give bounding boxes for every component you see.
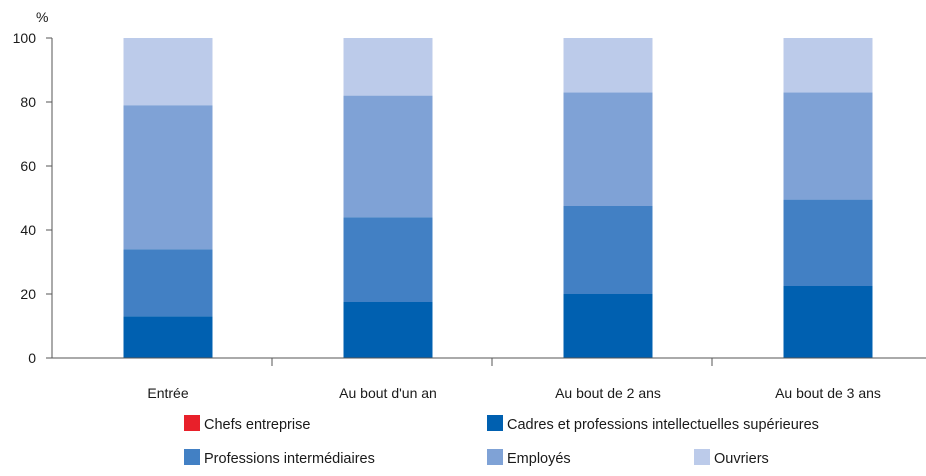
legend-label: Ouvriers xyxy=(714,451,769,467)
bar-segment-2-2 xyxy=(563,206,653,294)
bar-segment-0-1 xyxy=(123,316,213,358)
legend-label: Professions intermédiaires xyxy=(204,451,375,467)
bar-segment-0-4 xyxy=(123,38,213,106)
bar-segment-3-3 xyxy=(783,92,873,200)
bar-segment-0-3 xyxy=(123,105,213,250)
legend-item: Employés xyxy=(487,449,571,467)
legend-swatch xyxy=(487,449,503,465)
axes-group: Entrée Au bout d'un an Au bout de 2 ans Au … xyxy=(13,30,926,401)
y-tick-label: 40 xyxy=(20,222,36,238)
bar-segment-2-3 xyxy=(563,92,653,206)
legend-label: Employés xyxy=(507,451,571,467)
y-tick-label: 60 xyxy=(20,158,36,174)
legend-swatch xyxy=(184,449,200,465)
bar-segment-2-4 xyxy=(563,38,653,93)
x-tick-label: Au bout de 2 ans xyxy=(555,385,661,401)
legend-label: Cadres et professions intellectuelles su… xyxy=(507,417,819,433)
x-tick-label: Au bout de 3 ans xyxy=(775,385,881,401)
bar-segment-1-2 xyxy=(343,217,433,302)
bar-segment-2-1 xyxy=(563,294,653,358)
bar-segment-1-3 xyxy=(343,95,433,218)
y-tick-label: 100 xyxy=(13,30,37,46)
bar-segment-1-1 xyxy=(343,302,433,358)
x-tick-label: Au bout d'un an xyxy=(339,385,437,401)
bar-segment-3-1 xyxy=(783,286,873,358)
y-tick-label: 80 xyxy=(20,94,36,110)
legend-item: Ouvriers xyxy=(694,449,769,467)
bar-segment-3-4 xyxy=(783,38,873,93)
legend-item: Chefs entreprise xyxy=(184,415,310,433)
legend-swatch xyxy=(184,415,200,431)
legend-item: Cadres et professions intellectuelles su… xyxy=(487,415,819,433)
legend-label: Chefs entreprise xyxy=(204,417,310,433)
bar-segment-3-2 xyxy=(783,199,873,286)
legend-swatch xyxy=(694,449,710,465)
bars-group xyxy=(123,38,873,358)
legend-swatch xyxy=(487,415,503,431)
y-tick-label: 0 xyxy=(28,350,36,366)
y-unit-label: % xyxy=(36,9,48,25)
legend: Chefs entreprise Cadres et professions in… xyxy=(184,415,819,467)
bar-segment-1-4 xyxy=(343,38,433,96)
x-tick-label: Entrée xyxy=(147,385,188,401)
legend-item: Professions intermédiaires xyxy=(184,449,375,467)
bar-segment-0-2 xyxy=(123,249,213,317)
y-tick-label: 20 xyxy=(20,286,36,302)
